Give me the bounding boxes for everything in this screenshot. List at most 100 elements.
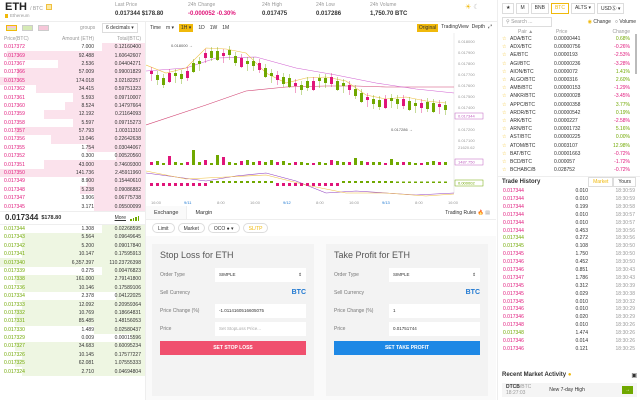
star-icon[interactable]: ☆ xyxy=(502,85,507,92)
market-tab[interactable]: BTC xyxy=(550,3,569,14)
tab-market[interactable]: Market xyxy=(588,177,614,188)
bid-row[interactable]: 0.017344 1.308 0.02268595 xyxy=(0,224,145,234)
star-icon[interactable]: ☆ xyxy=(502,93,507,100)
tp-price-change-input[interactable]: 1 xyxy=(389,303,480,318)
recent-activity-item[interactable]: DTCB/BTC 18:27:03 New 7-day High → xyxy=(502,383,637,397)
sl-order-type-select[interactable]: SIMPLE ⇕ xyxy=(215,267,306,282)
tp-price-input[interactable]: 0.01751744 xyxy=(389,321,480,336)
tab-margin[interactable]: Margin xyxy=(195,210,213,216)
bid-row[interactable]: 0.017343 5.564 0.09649645 xyxy=(0,233,145,242)
interval-1h[interactable]: 1H ▾ xyxy=(179,23,194,32)
bid-row[interactable]: 0.017330 1.489 0.02580437 xyxy=(0,325,145,334)
ask-row[interactable]: 0.017361 5.593 0.09710007 xyxy=(0,93,145,102)
star-icon[interactable]: ☆ xyxy=(502,117,507,124)
star-icon[interactable]: ☆ xyxy=(502,167,507,174)
pair-row[interactable]: ☆ APPC/BTC 0.00000358 3.77% xyxy=(502,101,630,108)
order-sltp[interactable]: SL/TP xyxy=(242,223,269,233)
interval-1d[interactable]: 1D xyxy=(198,24,205,31)
ask-row[interactable]: 0.017355 1.754 0.03044067 xyxy=(0,143,145,153)
fullscreen-icon[interactable]: ⤢ xyxy=(487,23,492,30)
market-tab[interactable]: M xyxy=(516,3,529,14)
pair-row[interactable]: ☆ ADX/BTC 0.00000756 -0.26% xyxy=(502,44,630,51)
tab-exchange[interactable]: Exchange xyxy=(146,206,188,219)
pair-row[interactable]: ☆ ADA/BTC 0.00000441 0.68% xyxy=(502,36,630,43)
bid-row[interactable]: 0.017331 85.485 1.48156053 xyxy=(0,317,145,326)
collapse-icon[interactable]: ▣ xyxy=(631,373,637,379)
col-pair[interactable]: Pair ▲ xyxy=(518,29,534,35)
star-icon[interactable]: ☆ xyxy=(502,101,507,108)
pair-row[interactable]: ☆ AMB/BTC 0.00000153 -1.29% xyxy=(502,85,630,92)
col-change[interactable]: Change xyxy=(612,29,630,35)
col-price[interactable]: Price xyxy=(556,29,568,35)
interval-minute[interactable]: m ▾ xyxy=(165,24,175,31)
pair-row[interactable]: ☆ ALGO/BTC 0.0000316 2.60% xyxy=(502,77,630,84)
search-input[interactable]: ⚲ Search ... xyxy=(502,17,552,27)
ask-row[interactable]: 0.017359 12.192 0.21164093 xyxy=(0,110,145,119)
book-asks-icon[interactable] xyxy=(38,25,49,31)
favorite-icon[interactable] xyxy=(45,4,52,11)
set-take-profit-button[interactable]: SET TAKE PROFIT xyxy=(334,341,480,355)
market-tab[interactable]: ALTS ▾ xyxy=(570,3,595,14)
ask-row[interactable]: 0.017369 92.488 1.60642607 xyxy=(0,51,145,60)
more-link[interactable]: More xyxy=(114,214,126,221)
bid-row[interactable]: 0.017326 10.145 0.17577227 xyxy=(0,350,145,360)
pair-row[interactable]: ☆ BCHABC/B 0.028752 -0.72% xyxy=(502,167,630,174)
bid-row[interactable]: 0.017327 34.683 0.60095234 xyxy=(0,342,145,351)
star-icon[interactable]: ☆ xyxy=(502,126,507,133)
star-icon[interactable]: ☆ xyxy=(502,142,507,149)
star-icon[interactable]: ☆ xyxy=(502,158,507,165)
market-tab[interactable]: BNB xyxy=(530,3,549,14)
market-tab[interactable]: USDⓈ ▾ xyxy=(596,3,625,14)
sun-icon[interactable]: ☀ xyxy=(465,4,472,11)
star-icon[interactable]: ☆ xyxy=(502,44,507,51)
pair-row[interactable]: ☆ AION/BTC 0.0000072 1.41% xyxy=(502,68,630,75)
scrollbar[interactable] xyxy=(635,34,637,74)
book-bids-icon[interactable] xyxy=(22,25,33,31)
tab-yours[interactable]: Yours xyxy=(613,177,636,188)
book-both-icon[interactable] xyxy=(6,25,17,31)
pair-row[interactable]: ☆ ANKR/BTC 0.00000028 -3.45% xyxy=(502,93,630,100)
ask-row[interactable]: 0.017352 0.300 0.00520560 xyxy=(0,152,145,161)
ask-row[interactable]: 0.017356 13.046 0.22642638 xyxy=(0,135,145,144)
ask-row[interactable]: 0.017367 2.536 0.04404271 xyxy=(0,59,145,69)
pair-row[interactable]: ☆ BAT/BTC 0.00001663 -0.72% xyxy=(502,150,630,157)
order-oco[interactable]: OCO ● ▾ xyxy=(207,223,240,233)
ask-row[interactable]: 0.017357 57.793 1.00311310 xyxy=(0,126,145,136)
bid-row[interactable]: 0.017341 10.147 0.17595913 xyxy=(0,249,145,259)
ask-row[interactable]: 0.017347 3.906 0.06775738 xyxy=(0,194,145,203)
bid-row[interactable]: 0.017324 2.710 0.04694804 xyxy=(0,367,145,376)
order-market[interactable]: Market xyxy=(177,223,205,233)
set-stop-loss-button[interactable]: SET STOP LOSS xyxy=(160,341,306,355)
ask-row[interactable]: 0.017362 34.415 0.59751323 xyxy=(0,84,145,94)
sl-price-change-input[interactable]: -1.011416051660507​5 xyxy=(215,303,306,318)
bid-row[interactable]: 0.017333 12.092 0.20959364 xyxy=(0,300,145,309)
candlestick-chart[interactable]: 0.018000 0.017900 0.017800 0.017700 0.017600… xyxy=(146,33,496,206)
coin-name[interactable]: Ethereum xyxy=(5,13,30,18)
view-tradingview[interactable]: TradingView xyxy=(441,23,469,30)
radio-change[interactable]: ◉ Change xyxy=(587,19,611,25)
market-tab[interactable]: ★ xyxy=(502,3,515,14)
ask-row[interactable]: 0.017365 174.018 3.02182257 xyxy=(0,76,145,85)
pair-row[interactable]: ☆ BCD/BTC 0.000057 -1.72% xyxy=(502,158,630,165)
moon-icon[interactable]: ☾ xyxy=(473,4,480,11)
star-icon[interactable]: ☆ xyxy=(502,150,507,157)
radio-volume[interactable]: ○ Volume xyxy=(614,19,636,25)
ask-row[interactable]: 0.017350 141.736 2.45911960 xyxy=(0,168,145,178)
order-limit[interactable]: Limit xyxy=(152,223,175,233)
pair-row[interactable]: ☆ ATOM/BTC 0.0003107 12.98% xyxy=(502,142,630,149)
bid-row[interactable]: 0.017342 5.200 0.09017840 xyxy=(0,241,145,250)
ask-row[interactable]: 0.017345 3.171 0.05500099 xyxy=(0,202,145,211)
ask-row[interactable]: 0.017360 8.524 0.14797664 xyxy=(0,101,145,111)
pair-row[interactable]: ☆ ARDR/BTC 0.00000542 0.19% xyxy=(502,109,630,116)
tp-order-type-select[interactable]: SIMPLE ⇕ xyxy=(389,267,480,282)
bid-row[interactable]: 0.017332 10.769 0.18664831 xyxy=(0,308,145,318)
star-icon[interactable]: ☆ xyxy=(502,60,507,67)
bid-row[interactable]: 0.017340 6,357.397 110.23726398 xyxy=(0,258,145,267)
star-icon[interactable]: ☆ xyxy=(502,52,507,59)
interval-1m[interactable]: 1M xyxy=(222,24,230,31)
star-icon[interactable]: ☆ xyxy=(502,109,507,116)
bid-row[interactable]: 0.017338 161.000 2.79141800 xyxy=(0,275,145,284)
view-depth[interactable]: Depth xyxy=(471,23,485,30)
bid-row[interactable]: 0.017325 62.081 1.07555333 xyxy=(0,359,145,368)
bid-row[interactable]: 0.017336 10.146 0.17589106 xyxy=(0,283,145,292)
